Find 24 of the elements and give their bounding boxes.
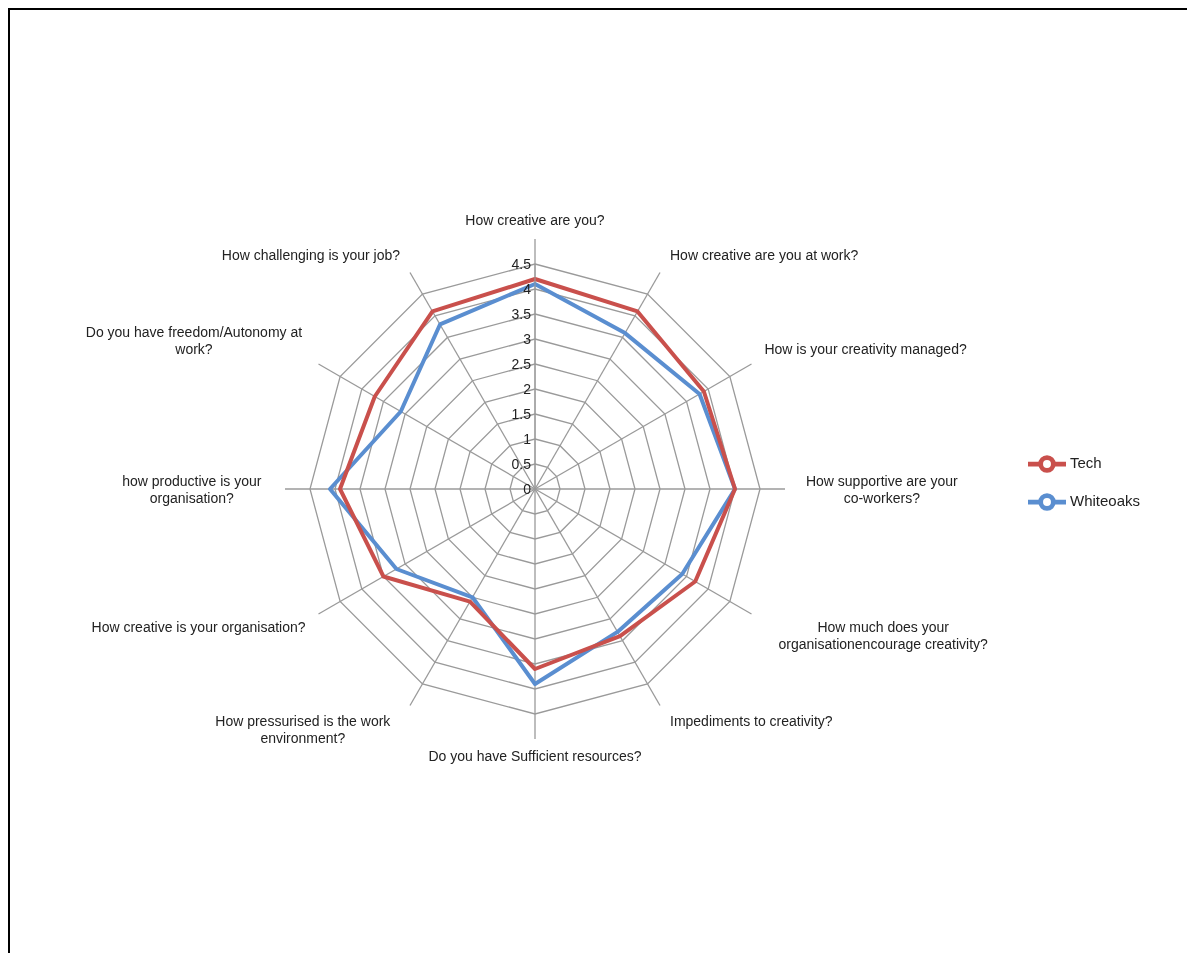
spoke-label: How much does your organisationencourage creativity? xyxy=(778,619,989,652)
y-tick-label: 3.5 xyxy=(511,306,532,322)
y-tick-label: 1.5 xyxy=(511,406,532,422)
spoke-label: How is your creativity managed? xyxy=(764,341,967,357)
y-tick-label: 2 xyxy=(523,381,532,397)
spoke-label: Do you have freedom/Autonomy at work? xyxy=(85,324,303,357)
legend-label: Whiteoaks xyxy=(1069,491,1140,509)
spoke-label: how productive is your organisation? xyxy=(122,472,262,506)
spoke-label: How supportive are your co-workers? xyxy=(805,472,958,506)
spoke-label: Do you have Sufficient resources? xyxy=(428,748,642,764)
spoke-label: How challenging is your job? xyxy=(221,246,401,263)
y-tick-label: 3 xyxy=(523,331,532,347)
spoke-label: How creative are you? xyxy=(465,212,605,228)
spoke-label: How creative are you at work? xyxy=(670,246,859,263)
spoke-label: How creative is your organisation? xyxy=(91,619,306,635)
y-tick-label: 4 xyxy=(523,281,532,297)
y-tick-label: 0 xyxy=(523,481,532,497)
y-tick-label: 4.5 xyxy=(511,256,532,272)
y-tick-label: 2.5 xyxy=(511,356,532,372)
spoke-label: Impediments to creativity? xyxy=(670,713,833,730)
spoke-label: How pressurised is the work environment? xyxy=(215,713,392,747)
y-tick-label: 0.5 xyxy=(511,456,532,472)
legend-label: Tech xyxy=(1069,453,1102,471)
y-tick-label: 1 xyxy=(523,431,532,447)
